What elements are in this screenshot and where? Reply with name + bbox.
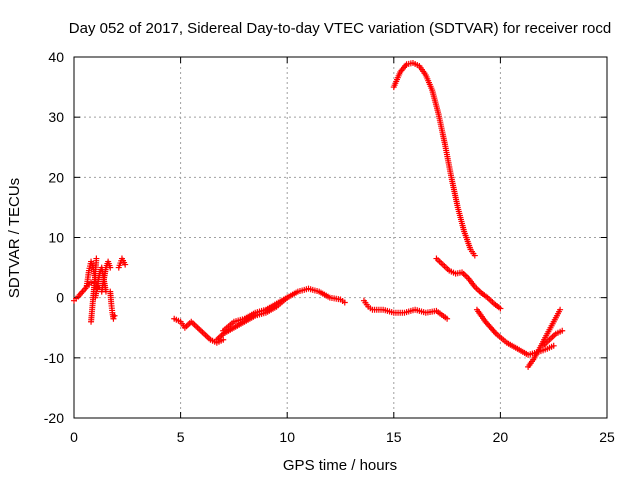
y-tick-label: 40: [48, 49, 64, 65]
data-point: [497, 305, 504, 312]
data-point: [284, 294, 291, 301]
y-tick-label: 10: [48, 230, 64, 246]
x-axis-label: GPS time / hours: [283, 457, 397, 474]
data-point: [122, 261, 129, 268]
axes: [73, 56, 608, 419]
y-tick-label: -10: [44, 350, 64, 366]
y-tick-label: 0: [56, 290, 64, 306]
tick-labels: 0 5 10 15 20 25 -20 -10 0 10 20 30 40: [44, 49, 615, 445]
chart-title: Day 052 of 2017, Sidereal Day-to-day VTE…: [69, 20, 611, 37]
x-tick-label: 5: [177, 429, 185, 445]
data-point: [111, 312, 118, 319]
x-tick-label: 0: [70, 429, 78, 445]
x-tick-label: 15: [386, 429, 402, 445]
y-tick-label: 20: [48, 169, 64, 185]
data-point: [559, 327, 566, 334]
y-tick-label: 30: [48, 109, 64, 125]
data-point: [110, 315, 117, 322]
y-axis-label: SDTVAR / TECUs: [6, 178, 23, 298]
data-point: [471, 252, 478, 259]
data-point: [557, 306, 564, 313]
x-tick-label: 25: [599, 429, 615, 445]
data-point: [341, 299, 348, 306]
data-point: [220, 336, 227, 343]
data-point: [88, 279, 95, 286]
x-tick-label: 20: [493, 429, 509, 445]
data-point: [550, 342, 557, 349]
x-tick-label: 10: [279, 429, 295, 445]
data-point: [93, 255, 100, 262]
data-point: [107, 264, 114, 271]
y-tick-label: -20: [44, 410, 64, 426]
data-point: [444, 315, 451, 322]
data-points: [71, 60, 566, 370]
